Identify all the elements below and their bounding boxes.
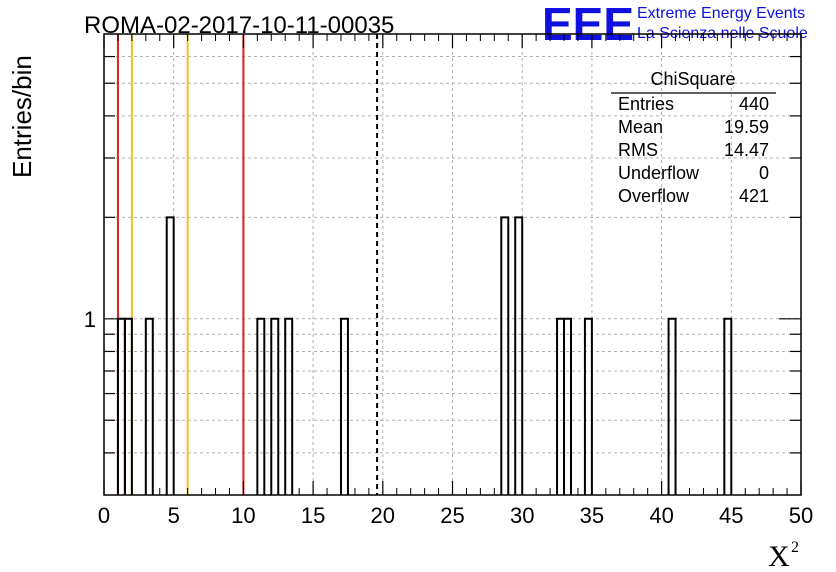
stats-value: 440 <box>739 94 769 114</box>
x-tick-label: 45 <box>719 503 743 528</box>
histogram-bin <box>583 317 593 495</box>
x-tick-label: 30 <box>510 503 534 528</box>
logo-mark: EEE <box>542 0 634 50</box>
stats-label: RMS <box>618 140 658 160</box>
histogram-bin <box>723 317 733 495</box>
histogram-bin <box>500 216 510 495</box>
x-axis-label: X 2 <box>768 539 799 572</box>
eee-logo: EEE Extreme Energy Events La Scienza nel… <box>542 0 808 50</box>
stats-label: Underflow <box>618 163 700 183</box>
x-tick-label: 40 <box>649 503 673 528</box>
histogram-bin <box>667 317 677 495</box>
y-axis-label: Entries/bin <box>7 55 37 178</box>
histogram-bin <box>556 317 566 495</box>
stats-value: 0 <box>759 163 769 183</box>
x-tick-label: 10 <box>231 503 255 528</box>
histogram-bins <box>116 216 733 495</box>
x-tick-label: 35 <box>580 503 604 528</box>
x-tick-label: 25 <box>440 503 464 528</box>
histogram-bin <box>256 317 266 495</box>
stats-label: Mean <box>618 117 663 137</box>
histogram-bin <box>514 216 524 495</box>
stats-label: Overflow <box>618 186 690 206</box>
stats-rows: Entries 440 Mean 19.59 RMS 14.47 Underflow 0 Ove… <box>618 94 769 206</box>
x-tick-label: 0 <box>98 503 110 528</box>
histogram-bin <box>165 216 175 495</box>
reference-lines <box>116 34 379 495</box>
x-tick-label: 50 <box>789 503 813 528</box>
grid-lines <box>104 34 801 495</box>
logo-line1: Extreme Energy Events <box>637 5 805 22</box>
x-axis-ticks: 0 5 10 15 20 25 30 35 40 45 50 <box>98 34 813 528</box>
stats-value: 421 <box>739 186 769 206</box>
x-tick-label: 15 <box>301 503 325 528</box>
x-tick-label: 5 <box>168 503 180 528</box>
x-tick-label: 20 <box>371 503 395 528</box>
y-tick-label: 1 <box>84 307 96 332</box>
stats-label: Entries <box>618 94 674 114</box>
x-axis-label-main: X <box>768 540 790 572</box>
histogram-bin <box>270 317 280 495</box>
histogram-bin <box>116 317 126 495</box>
stats-value: 19.59 <box>724 117 769 137</box>
histogram-bin <box>284 317 294 495</box>
histogram-bin <box>123 317 133 495</box>
stats-title: ChiSquare <box>650 69 735 89</box>
y-axis-ticks: 1 <box>84 55 801 454</box>
stats-box: ChiSquare Entries 440 Mean 19.59 RMS 14.47 Und… <box>611 69 776 206</box>
histogram-bin <box>563 317 572 495</box>
chart-title: ROMA-02-2017-10-11-00035 <box>84 12 394 39</box>
histogram-bin <box>339 317 349 495</box>
x-axis-label-superscript: 2 <box>791 539 799 556</box>
stats-value: 14.47 <box>724 140 769 160</box>
histogram-bin <box>144 317 154 495</box>
